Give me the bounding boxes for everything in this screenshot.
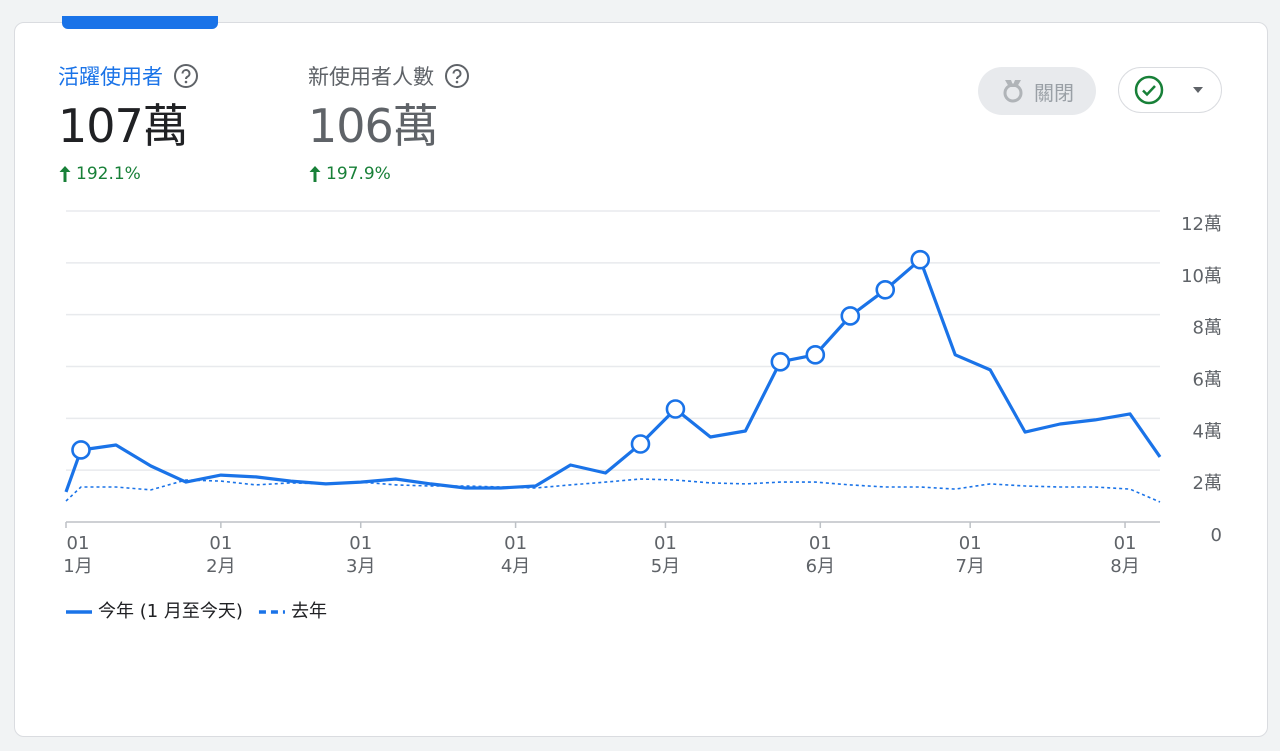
x-tick-label: 01	[809, 533, 832, 554]
metric-change-row: 197.9%	[308, 164, 470, 184]
metric-label-row: 新使用者人數	[308, 60, 470, 92]
up-arrow-icon	[309, 166, 321, 182]
x-tick-label: 01	[349, 533, 372, 554]
x-tick-label: 8月	[1110, 556, 1139, 577]
anomaly-marker	[805, 345, 826, 365]
status-dropdown[interactable]	[1118, 67, 1222, 113]
y-tick-label: 4萬	[1193, 421, 1222, 442]
x-tick-label: 5月	[651, 556, 680, 577]
metric-label-row: 活躍使用者	[58, 60, 199, 92]
metric-tab[interactable]: 新使用者人數 106萬 197.9%	[308, 60, 470, 184]
x-tick-label: 6月	[806, 556, 835, 577]
card	[14, 22, 1268, 737]
metric-label: 新使用者人數	[308, 65, 434, 89]
metric-label: 活躍使用者	[58, 65, 163, 89]
insight-icon	[1003, 80, 1023, 103]
x-tick-label: 01	[209, 533, 232, 554]
metric-value: 106萬	[308, 99, 439, 153]
x-tick-label: 4月	[501, 556, 530, 577]
x-tick-label: 01	[654, 533, 677, 554]
metric-change: 192.1%	[76, 164, 141, 184]
check-icon	[1134, 75, 1164, 105]
close-button-label: 關閉	[1034, 80, 1074, 105]
y-tick-label: 6萬	[1193, 370, 1222, 391]
y-tick-label: 12萬	[1181, 214, 1222, 235]
anomaly-marker	[630, 434, 651, 454]
x-tick-label: 3月	[346, 556, 375, 577]
anomaly-marker	[875, 279, 896, 300]
help-icon[interactable]	[444, 63, 470, 89]
x-tick-label: 2月	[206, 556, 235, 577]
y-tick-label: 0	[1211, 525, 1222, 546]
anomaly-marker	[770, 352, 791, 372]
metric-value: 107萬	[58, 99, 189, 153]
metric-tab[interactable]: 活躍使用者 107萬 192.1%	[58, 60, 199, 184]
x-tick-label: 01	[1114, 533, 1137, 554]
close-button[interactable]: 關閉	[978, 67, 1096, 115]
active-tab-indicator	[62, 16, 218, 29]
metric-change: 197.9%	[326, 164, 391, 184]
caret-icon	[1193, 87, 1203, 93]
y-tick-label: 8萬	[1193, 318, 1222, 339]
x-tick-label: 01	[67, 533, 90, 554]
anomaly-marker	[665, 399, 686, 419]
help-icon[interactable]	[173, 63, 199, 89]
up-arrow-icon	[59, 166, 71, 182]
series-line	[65, 478, 1161, 503]
y-tick-label: 10萬	[1181, 266, 1222, 287]
y-tick-label: 2萬	[1193, 473, 1222, 494]
x-tick-label: 1月	[63, 556, 92, 577]
legend-label: 去年	[291, 601, 327, 622]
metric-change-row: 192.1%	[58, 164, 199, 184]
anomaly-marker	[71, 440, 91, 460]
anomaly-marker	[840, 306, 861, 326]
x-tick-label: 01	[959, 533, 982, 554]
x-tick-label: 7月	[955, 556, 984, 577]
x-tick-label: 01	[504, 533, 527, 554]
anomaly-marker	[910, 249, 931, 270]
legend-label: 今年 (1 月至今天)	[98, 601, 243, 622]
series-line	[64, 258, 1162, 493]
